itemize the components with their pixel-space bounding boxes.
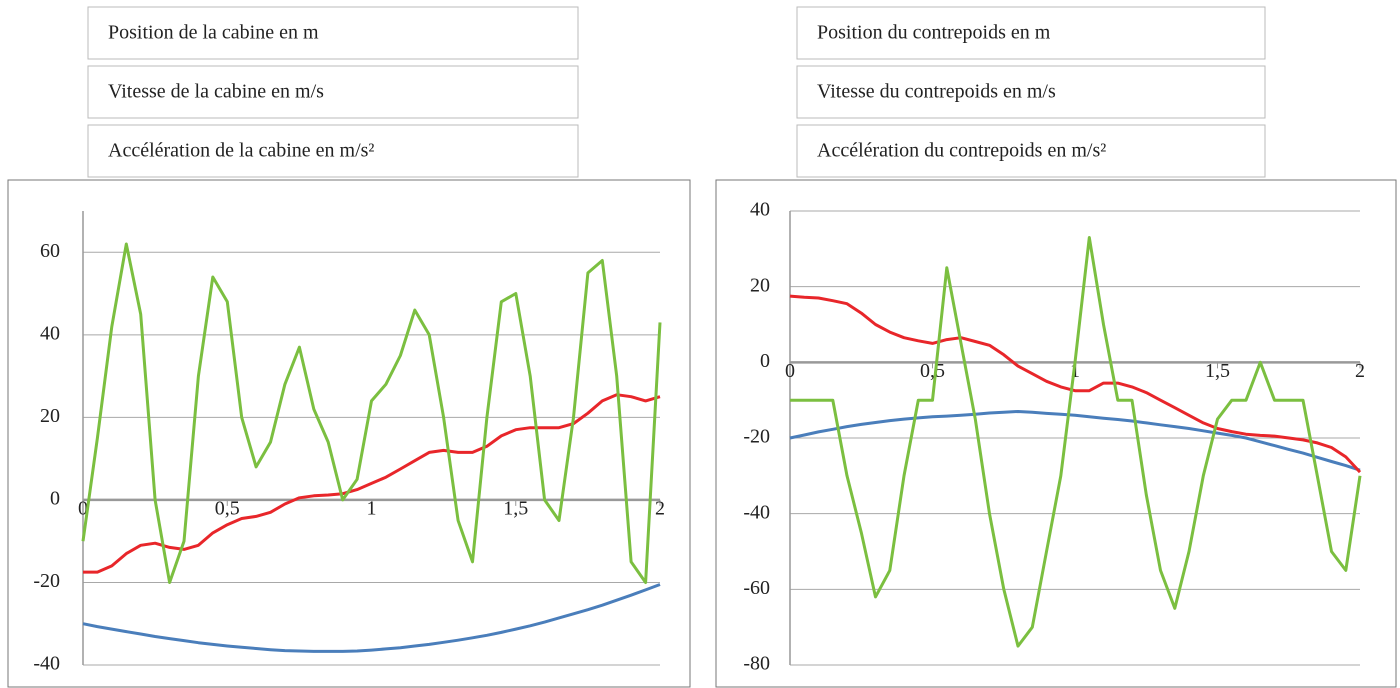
y-tick-label: -80 <box>743 653 770 675</box>
legend-label: Vitesse de la cabine en m/s <box>108 81 324 103</box>
legend-box <box>796 124 1266 178</box>
y-tick-label: 60 <box>40 240 60 262</box>
x-tick-label: 0,5 <box>215 498 240 520</box>
x-tick-label: 0 <box>78 498 88 520</box>
legend-label: Accélération du contrepoids en m/s² <box>817 140 1106 162</box>
y-tick-label: 40 <box>40 322 60 344</box>
y-tick-label: 20 <box>750 274 770 296</box>
legend-box <box>87 65 579 119</box>
legend-box <box>87 124 579 178</box>
series-line <box>81 242 662 584</box>
y-tick-label: -60 <box>743 577 770 599</box>
chart-frame <box>715 179 1397 688</box>
y-tick-label: -20 <box>33 570 60 592</box>
legend-label: Position de la cabine en m <box>108 22 319 44</box>
y-tick-label: -40 <box>33 653 60 675</box>
x-tick-label: 2 <box>1355 360 1365 382</box>
legend-box <box>87 6 579 60</box>
series-line <box>790 236 1362 648</box>
y-tick-label: 0 <box>760 350 770 372</box>
y-tick-label: -20 <box>743 426 770 448</box>
y-tick-label: 40 <box>750 199 770 221</box>
legend-box <box>796 6 1266 60</box>
series-line <box>82 583 661 653</box>
x-tick-label: 0,5 <box>920 360 945 382</box>
x-tick-label: 1,5 <box>1205 360 1230 382</box>
x-tick-label: 0 <box>785 360 795 382</box>
y-tick-label: -40 <box>743 501 770 523</box>
x-tick-label: 2 <box>655 498 665 520</box>
chart-frame <box>7 179 691 688</box>
series-line <box>789 410 1361 472</box>
y-tick-label: 0 <box>50 488 60 510</box>
legend-box <box>796 65 1266 119</box>
series-line <box>83 393 661 574</box>
x-tick-label: 1 <box>367 498 377 520</box>
legend-label: Position du contrepoids en m <box>817 22 1051 44</box>
legend-label: Accélération de la cabine en m/s² <box>108 140 374 162</box>
x-tick-label: 1,5 <box>503 498 528 520</box>
legend-label: Vitesse du contrepoids en m/s <box>817 81 1056 103</box>
series-line <box>789 294 1362 474</box>
y-tick-label: 20 <box>40 405 60 427</box>
